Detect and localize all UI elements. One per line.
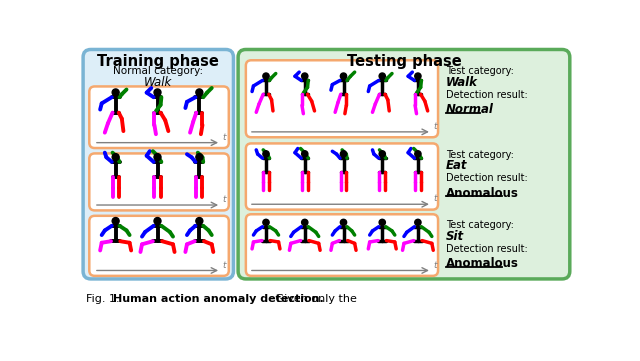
Circle shape <box>263 151 269 157</box>
Text: Test category:: Test category: <box>446 66 514 77</box>
Text: Test category:: Test category: <box>446 149 514 160</box>
Circle shape <box>301 219 308 226</box>
FancyBboxPatch shape <box>246 143 438 210</box>
FancyBboxPatch shape <box>90 86 229 148</box>
Text: Walk: Walk <box>144 76 172 89</box>
Circle shape <box>154 218 161 225</box>
Text: t: t <box>223 195 226 204</box>
Text: Given only the: Given only the <box>272 294 357 304</box>
Text: Detection result:: Detection result: <box>446 244 527 253</box>
Circle shape <box>415 73 421 79</box>
Circle shape <box>112 89 119 96</box>
Circle shape <box>196 89 203 96</box>
Text: Normal category:: Normal category: <box>113 66 204 77</box>
Text: Anomalous: Anomalous <box>446 187 518 200</box>
Circle shape <box>112 154 119 161</box>
Text: Training phase: Training phase <box>97 54 220 69</box>
Text: Eat: Eat <box>446 159 467 172</box>
Circle shape <box>415 219 421 226</box>
Text: Detection result:: Detection result: <box>446 90 527 100</box>
Circle shape <box>379 151 385 157</box>
Text: Detection result:: Detection result: <box>446 173 527 183</box>
Text: Normal: Normal <box>446 103 493 116</box>
FancyBboxPatch shape <box>246 214 438 276</box>
FancyBboxPatch shape <box>90 216 229 276</box>
Text: Human action anomaly detection.: Human action anomaly detection. <box>113 294 323 304</box>
Circle shape <box>340 219 347 226</box>
Text: t: t <box>223 261 226 270</box>
Text: t: t <box>433 122 437 131</box>
Circle shape <box>379 73 385 79</box>
Circle shape <box>112 218 119 225</box>
Text: t: t <box>223 133 226 142</box>
Text: Fig. 1:: Fig. 1: <box>86 294 124 304</box>
Circle shape <box>154 154 161 161</box>
Text: t: t <box>433 261 437 270</box>
Circle shape <box>301 151 308 157</box>
Circle shape <box>379 219 385 226</box>
Circle shape <box>415 151 421 157</box>
FancyBboxPatch shape <box>90 153 229 210</box>
Circle shape <box>340 151 347 157</box>
Circle shape <box>196 154 203 161</box>
Circle shape <box>154 89 161 96</box>
Text: Test category:: Test category: <box>446 221 514 230</box>
Circle shape <box>340 73 347 79</box>
Text: Testing phase: Testing phase <box>347 54 461 69</box>
Text: Anomalous: Anomalous <box>446 257 518 270</box>
Circle shape <box>263 73 269 79</box>
FancyBboxPatch shape <box>246 60 438 137</box>
Text: Sit: Sit <box>446 230 464 243</box>
Text: t: t <box>433 195 437 204</box>
Text: Walk: Walk <box>446 76 478 89</box>
Circle shape <box>301 73 308 79</box>
Circle shape <box>196 218 203 225</box>
FancyBboxPatch shape <box>83 49 234 279</box>
Circle shape <box>263 219 269 226</box>
FancyBboxPatch shape <box>238 49 570 279</box>
